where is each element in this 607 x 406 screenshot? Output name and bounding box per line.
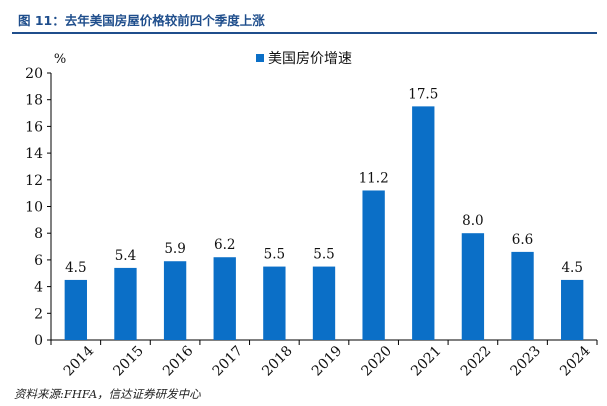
- x-tick-label: 2024: [557, 343, 594, 380]
- y-tick-label: 8: [34, 226, 43, 242]
- x-tick-label: 2019: [309, 343, 346, 380]
- x-tick-label: 2023: [507, 343, 544, 380]
- bar-2016: [163, 261, 187, 340]
- bars: [64, 106, 584, 340]
- x-tick-label: 2018: [259, 343, 296, 380]
- x-tick-label: 2020: [359, 343, 396, 380]
- data-label-2022: 8.0: [462, 213, 483, 229]
- x-axis: 2014 2015 2016 2017 2018 2019 2020 2021 2022 2023…: [50, 339, 598, 380]
- y-tick-label: 6: [34, 253, 43, 269]
- bar-2021: [412, 106, 435, 340]
- data-label-2017: 6.2: [214, 237, 235, 253]
- y-tick-label: 4: [34, 280, 43, 296]
- y-tick-label: 0: [34, 333, 43, 349]
- y-tick-label: 16: [25, 119, 43, 135]
- bar-2022: [461, 233, 485, 340]
- bar-2018: [263, 266, 286, 340]
- y-tick-label: 14: [25, 146, 43, 162]
- y-tick-label: 12: [25, 173, 43, 189]
- legend-swatch: [256, 54, 264, 62]
- y-tick-label: 2: [34, 306, 43, 322]
- data-label-2023: 6.6: [512, 232, 533, 248]
- bar-2024: [561, 279, 584, 340]
- legend-label: 美国房价增速: [268, 51, 352, 67]
- data-label-2024: 4.5: [561, 260, 582, 276]
- x-tick-label: 2014: [61, 343, 98, 380]
- bar-2019: [312, 266, 336, 340]
- x-tick-label: 2017: [210, 343, 247, 380]
- figure-title: 图 11：去年美国房屋价格较前四个季度上涨: [18, 13, 265, 28]
- source-note: 资料来源:FHFA，信达证券研发中心: [14, 387, 201, 401]
- data-label-2015: 5.4: [115, 248, 136, 264]
- bar-2015: [114, 267, 137, 340]
- data-labels: 4.5 5.4 5.9 6.2 5.5 5.5 11.2 17.5 8.0 6.6 4.5: [65, 86, 583, 276]
- bar-2023: [511, 251, 534, 340]
- y-unit-label: %: [54, 52, 66, 67]
- data-label-2014: 4.5: [65, 260, 86, 276]
- bar-2017: [213, 257, 236, 340]
- x-tick-label: 2015: [110, 343, 147, 380]
- y-tick-label: 10: [25, 200, 43, 216]
- x-tick-label: 2021: [408, 343, 445, 380]
- bar-2020: [362, 190, 385, 340]
- title-bar: 图 11：去年美国房屋价格较前四个季度上涨: [12, 4, 597, 34]
- bar-2014: [64, 279, 87, 340]
- data-label-2019: 5.5: [313, 247, 334, 263]
- data-label-2020: 11.2: [359, 170, 389, 186]
- data-label-2016: 5.9: [164, 241, 185, 257]
- y-axis: 0 2 4 6 8 10 12 14 16 18 20%: [25, 52, 66, 349]
- y-tick-label: 20: [25, 66, 43, 82]
- y-tick-label: 18: [25, 93, 43, 109]
- data-label-2021: 17.5: [408, 86, 438, 102]
- data-label-2018: 5.5: [264, 247, 285, 263]
- x-tick-label: 2016: [160, 343, 197, 380]
- legend: 美国房价增速: [256, 51, 352, 67]
- x-tick-label: 2022: [458, 343, 495, 380]
